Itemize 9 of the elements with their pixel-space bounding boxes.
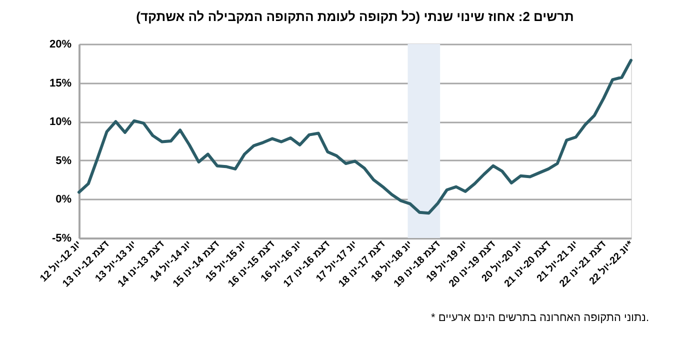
y-tick-label: 15% (49, 77, 72, 90)
y-tick-label: -5% (52, 232, 72, 244)
y-tick-label: 10% (49, 116, 72, 128)
y-tick-label: 5% (56, 154, 72, 167)
y-tick-label: 0% (56, 194, 72, 206)
line-series (78, 58, 632, 215)
chart-title: תרשים 2: אחוז שינוי שנתי (כל תקופה לעומת התקופה המקבילה לה אשתקד) (136, 9, 574, 24)
y-tick-label: 20% (49, 38, 72, 50)
text: * נתוני התקופה האחרונה בתרשים הינם ארעיים. (431, 312, 649, 324)
